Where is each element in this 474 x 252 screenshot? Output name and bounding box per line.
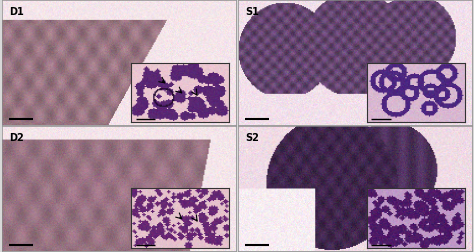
- Text: S2: S2: [245, 133, 259, 143]
- Text: S1: S1: [245, 8, 259, 17]
- Text: D1: D1: [9, 8, 24, 17]
- Text: D2: D2: [9, 133, 24, 143]
